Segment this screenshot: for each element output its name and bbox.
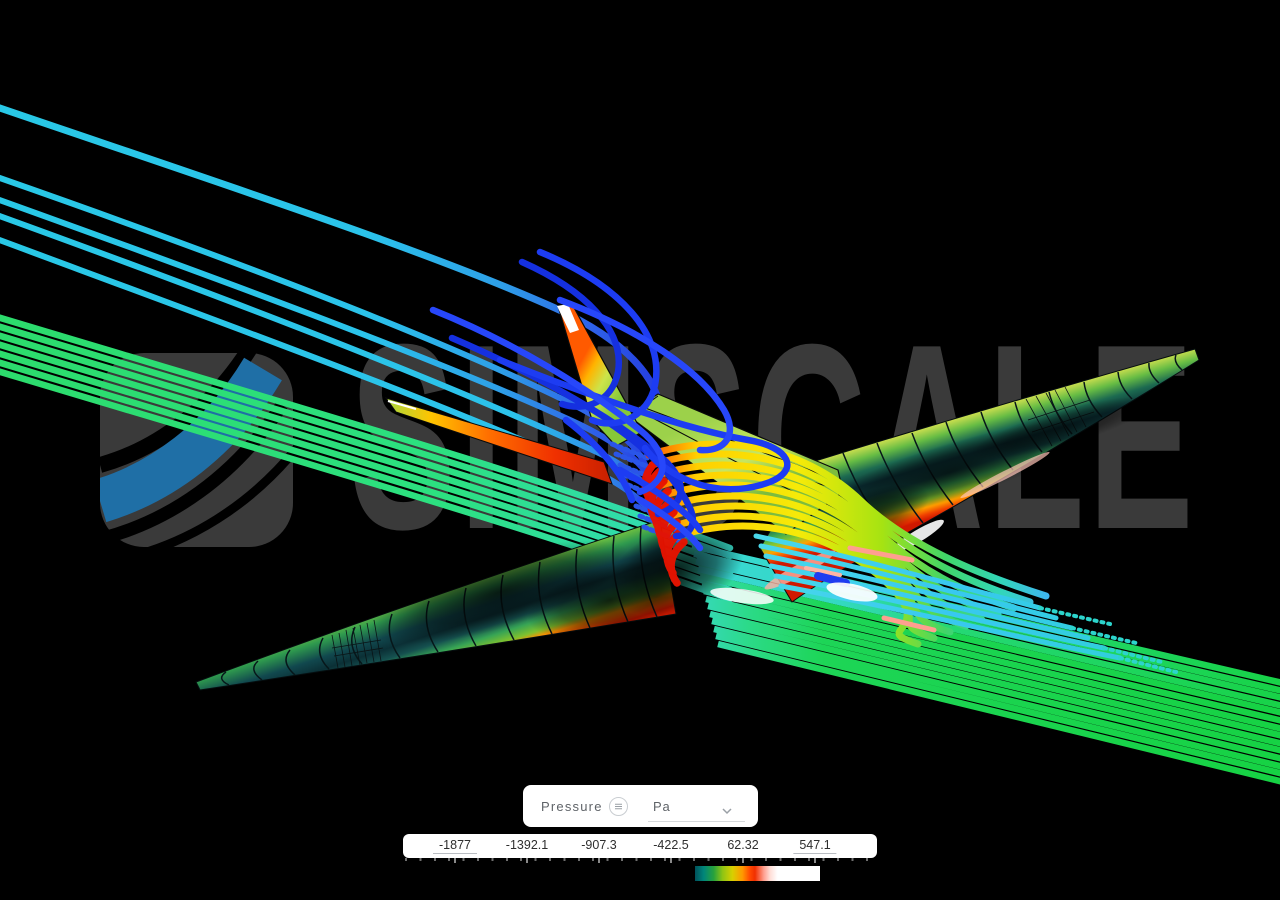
fin-tip-highlight xyxy=(557,304,579,333)
field-selector[interactable]: Pressure xyxy=(541,798,603,814)
legend-max-input[interactable]: 547.1 xyxy=(793,838,837,854)
tail-vortex-streamlines xyxy=(429,248,791,552)
pressure-colorbar xyxy=(695,866,820,881)
wake-streamlines xyxy=(753,533,1178,674)
unit-select[interactable]: Pa xyxy=(648,785,745,827)
legend-major-tick xyxy=(526,858,528,863)
menu-icon[interactable] xyxy=(608,796,628,816)
tailplane-tip-highlight xyxy=(387,400,417,410)
unit-underline xyxy=(648,821,745,822)
legend-tick-label: 62.32 xyxy=(727,838,759,852)
unit-value: Pa xyxy=(653,798,671,814)
legend-major-tick xyxy=(742,858,744,863)
tailplane xyxy=(384,397,613,485)
legend-tick-label: -907.3 xyxy=(581,838,617,852)
legend-tick-label: -422.5 xyxy=(653,838,689,852)
legend-tick-label: -1392.1 xyxy=(505,838,549,852)
legend-scale-bar: -1877 -1392.1 -907.3 -422.5 62.32 547.1 xyxy=(403,834,877,858)
chevron-down-icon xyxy=(721,802,733,820)
legend-major-tick xyxy=(598,858,600,863)
legend-major-tick xyxy=(670,858,672,863)
result-field-panel: Pressure Pa xyxy=(523,785,758,827)
legend-minor-ticks xyxy=(405,858,875,861)
legend-major-tick xyxy=(814,858,816,863)
legend-major-tick xyxy=(454,858,456,863)
legend-min-input[interactable]: -1877 xyxy=(433,838,477,854)
